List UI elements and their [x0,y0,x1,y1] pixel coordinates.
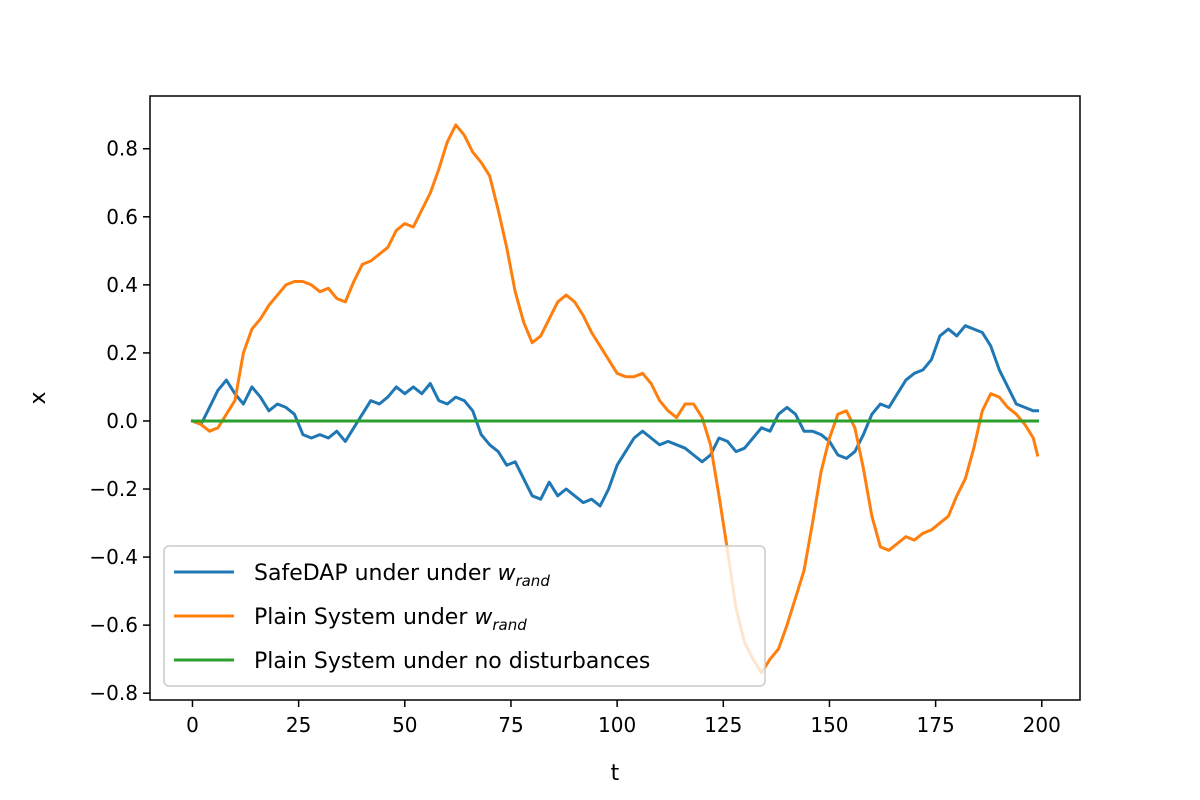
legend: SafeDAP under under wrand Plain System un… [163,545,766,687]
plot-area [149,95,1081,701]
x-tick-label: 100 [598,713,636,737]
y-axis-label: x [26,391,51,404]
x-tick-label: 125 [704,713,742,737]
x-tick-label: 150 [810,713,848,737]
y-axis: −0.8 −0.6 −0.4 −0.2 0.0 0.2 0.4 0.6 0.8 [89,137,150,705]
x-tick-label: 0 [186,713,199,737]
plot-frame [149,95,1081,701]
x-axis-label: t [611,761,620,786]
y-tick-label: 0.0 [106,409,138,433]
y-tick-label: −0.6 [89,613,138,637]
y-tick-label: 0.2 [106,341,138,365]
y-tick-label: 0.6 [106,205,138,229]
series-line-1 [190,324,1039,508]
y-tick-label: −0.2 [89,477,138,501]
x-tick-label: 175 [917,713,955,737]
x-tick-label: 75 [498,713,523,737]
y-tick-label: 0.4 [106,273,138,297]
legend-entry-3: Plain System under no disturbances [254,649,650,674]
legend-entry-2: Plain System under wrand [254,605,527,634]
y-tick-label: 0.8 [106,137,138,161]
series-line-2 [190,123,1040,675]
y-tick-label: −0.4 [89,545,138,569]
x-axis: 0 25 50 75 100 125 150 175 200 [186,700,1061,737]
legend-entry-1: SafeDAP under under wrand [254,561,550,590]
y-tick-label: −0.8 [89,681,138,705]
x-tick-label: 50 [392,713,417,737]
x-tick-label: 25 [286,713,311,737]
x-tick-label: 200 [1023,713,1061,737]
legend-box [163,545,766,687]
